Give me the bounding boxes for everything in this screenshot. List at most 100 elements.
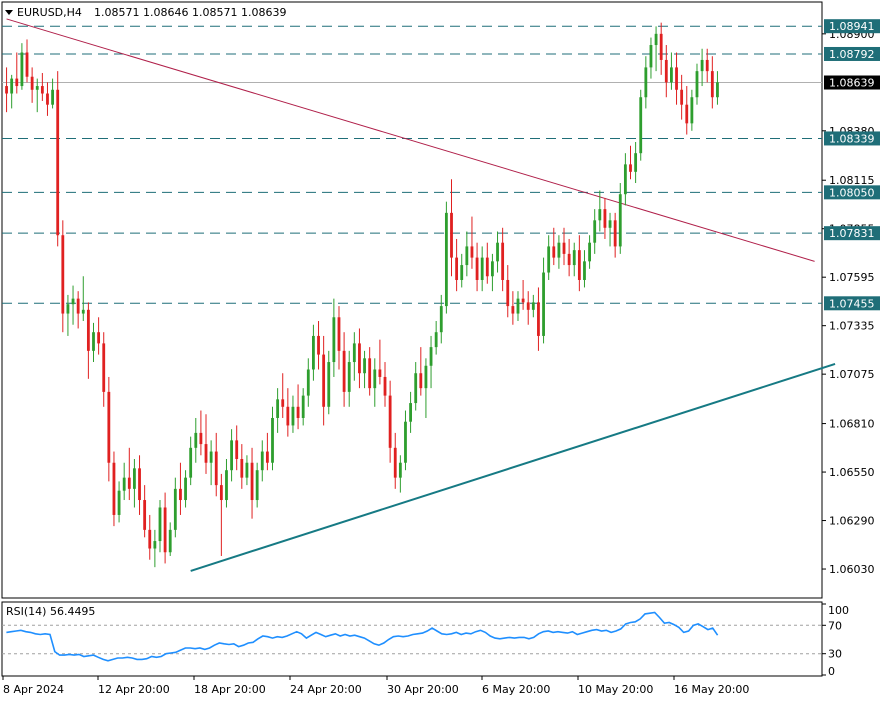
candle: [163, 492, 167, 564]
candle: [291, 395, 295, 433]
candle-body: [138, 468, 141, 501]
candle: [265, 432, 269, 471]
candle-body: [716, 82, 719, 98]
candle: [460, 253, 464, 288]
candle-body: [613, 220, 617, 247]
candle-body: [705, 59, 709, 72]
candle-body: [35, 86, 39, 90]
candle-body: [429, 347, 433, 366]
candle-body: [332, 317, 336, 363]
candle-body: [603, 209, 607, 228]
horizontal-levels: [2, 25, 822, 304]
candle-body: [291, 406, 295, 426]
candle-body: [470, 246, 474, 258]
candle-body: [133, 468, 136, 489]
candle-body: [204, 444, 208, 463]
y-tick-label-2: 1.08115: [829, 174, 875, 187]
candle: [567, 238, 571, 277]
candle-body: [112, 462, 116, 515]
candle: [296, 384, 300, 430]
candles: [5, 22, 719, 568]
candle: [598, 190, 602, 232]
candle: [66, 294, 70, 336]
candle: [158, 500, 162, 553]
x-tick-label-0: 8 Apr 2024: [3, 683, 64, 696]
candle: [710, 56, 714, 109]
candle-body: [516, 298, 520, 314]
candle-body: [46, 93, 49, 105]
candle-body: [583, 261, 586, 280]
candle: [342, 332, 346, 407]
resistance-trendline[interactable]: [6, 18, 815, 262]
candle: [250, 447, 254, 519]
rsi-title: RSI(14) 56.4495: [6, 605, 95, 618]
candle: [716, 71, 719, 105]
candle: [398, 455, 402, 493]
candle-body: [521, 298, 525, 303]
y-tick-label-9: 1.06290: [829, 515, 875, 528]
candle-body: [593, 220, 597, 243]
candle-body: [670, 67, 673, 83]
candle: [491, 253, 494, 292]
candle: [306, 358, 310, 407]
candle: [501, 227, 505, 292]
candle: [271, 406, 274, 471]
candle-body: [434, 332, 438, 348]
candle-body: [623, 164, 627, 195]
candle: [184, 470, 187, 508]
candle-body: [618, 194, 622, 247]
candle-body: [281, 399, 285, 407]
candle: [685, 86, 689, 135]
candle: [276, 388, 280, 433]
candle-body: [608, 220, 612, 228]
candle-body: [644, 67, 648, 98]
candle: [695, 63, 699, 105]
candle-body: [15, 78, 19, 87]
symbol-timeframe: EURUSD,H4: [17, 6, 82, 19]
level-label-box-2: [824, 131, 880, 146]
candle-body: [56, 89, 60, 236]
candle: [634, 141, 638, 184]
candle: [700, 48, 704, 87]
candle: [562, 227, 566, 266]
candle-body: [358, 343, 361, 374]
candle: [470, 216, 474, 269]
candle: [219, 473, 223, 556]
level-label-box-3: [824, 185, 880, 200]
candle: [240, 444, 244, 489]
candle: [71, 285, 75, 325]
candle-body: [634, 153, 638, 172]
candle: [572, 242, 576, 277]
candle: [260, 440, 264, 482]
candle: [542, 257, 545, 344]
candle-body: [260, 451, 264, 471]
candle-body: [378, 369, 382, 377]
candle-body: [562, 242, 566, 254]
candle: [20, 43, 24, 90]
candle-body: [388, 395, 392, 448]
candle-body: [450, 212, 453, 258]
candle-body: [158, 507, 162, 542]
candle: [629, 145, 632, 180]
candle-body: [230, 440, 233, 471]
triangle-down-icon[interactable]: [5, 10, 13, 15]
candle: [281, 373, 285, 418]
rsi-tick-label-0: 100: [828, 604, 849, 617]
rsi-tick-label-2: 30: [828, 648, 842, 661]
candle-body: [542, 272, 545, 336]
y-tick-label-10: 1.06030: [829, 563, 875, 576]
candle: [61, 220, 65, 333]
candle: [230, 429, 233, 482]
chart-header: EURUSD,H4 1.08571 1.08646 1.08571 1.0863…: [5, 6, 286, 19]
candle-body: [122, 477, 126, 491]
candle: [133, 459, 136, 508]
candle: [639, 89, 643, 161]
candle-body: [424, 365, 428, 389]
candle: [56, 71, 60, 247]
candle: [659, 22, 663, 75]
candle: [30, 67, 34, 103]
current-price-label: 1.08639: [829, 77, 875, 90]
support-trendline[interactable]: [190, 362, 836, 572]
candle: [409, 391, 412, 433]
